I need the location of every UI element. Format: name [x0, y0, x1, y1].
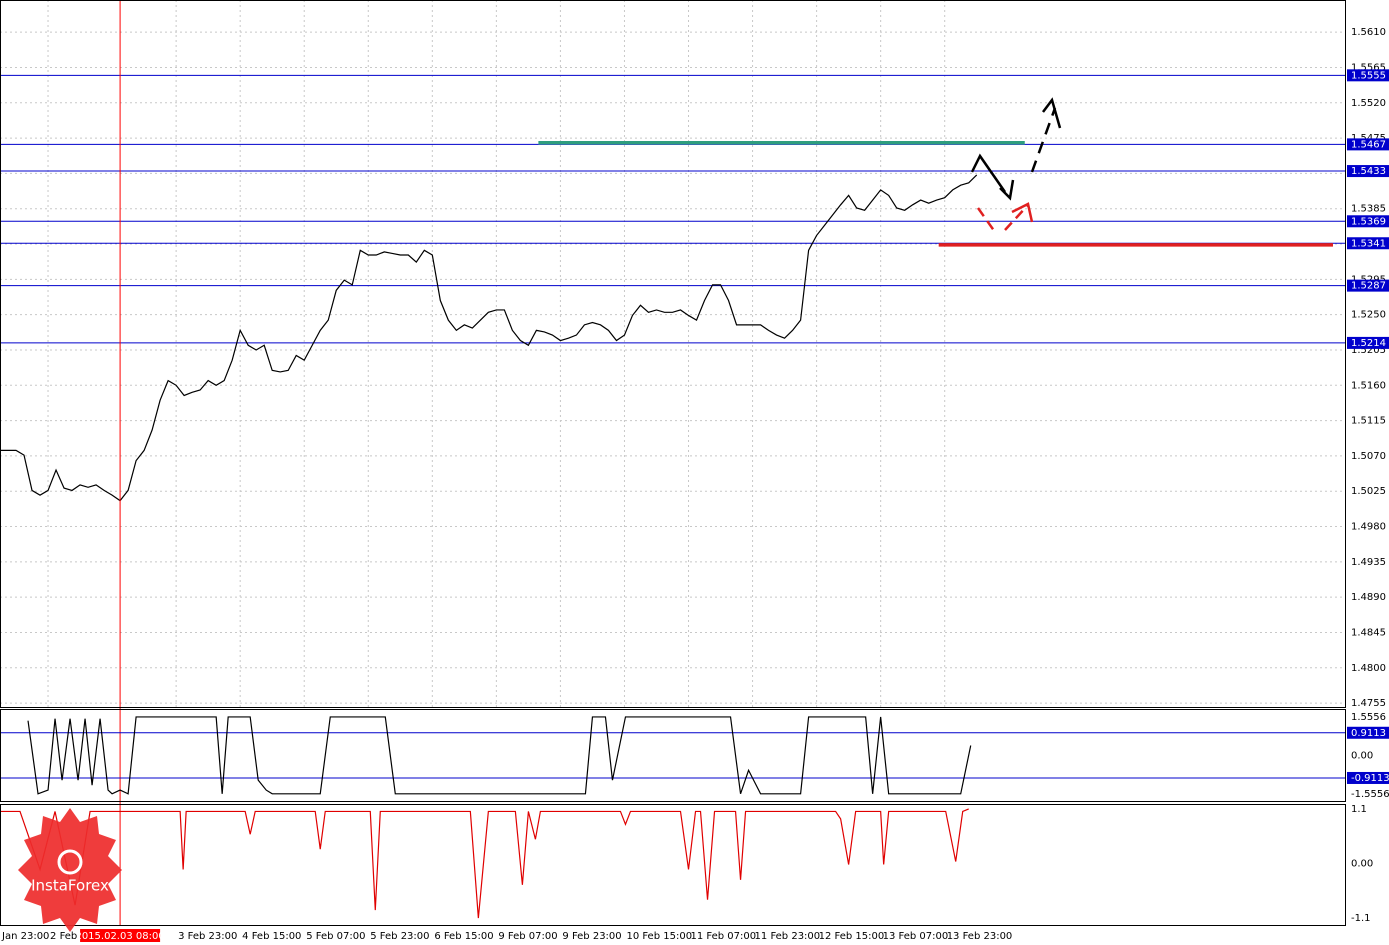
y-tick-label: 1.5610 — [1351, 27, 1386, 38]
x-tick-label: 2 Feb — [50, 931, 77, 942]
y-tick-label: 1.4890 — [1351, 592, 1386, 603]
level-label: -0.9113 — [1351, 773, 1389, 784]
level-label-bg — [1347, 138, 1389, 151]
x-tick-label: 9 Feb 23:00 — [562, 931, 621, 942]
level-label: 1.5433 — [1351, 166, 1386, 177]
x-tick-label: 6 Feb 15:00 — [434, 931, 493, 942]
y-tick-label: 1.5520 — [1351, 98, 1386, 109]
x-tick-label: 13 Feb 23:00 — [947, 931, 1013, 942]
level-label-bg — [1347, 237, 1389, 250]
y-tick-label: 1.5565 — [1351, 62, 1386, 73]
level-label-bg — [1347, 336, 1389, 349]
watermark-badge — [18, 808, 122, 932]
y-tick-label: 1.5160 — [1351, 380, 1386, 391]
y-tick-label: 1.4935 — [1351, 557, 1386, 568]
drawn-arrows — [970, 97, 1062, 233]
price-line — [0, 808, 969, 919]
watermark: InstaForex — [18, 808, 122, 932]
level-label-bg — [1347, 215, 1389, 228]
black-arrowhead — [999, 179, 1015, 201]
y-tick-label: 0.00 — [1351, 750, 1373, 761]
y-tick-label: 1.4800 — [1351, 663, 1386, 674]
x-tick-label: 11 Feb 07:00 — [691, 931, 757, 942]
level-label-bg — [1347, 726, 1389, 739]
x-tick-label: 9 Feb 07:00 — [498, 931, 557, 942]
y-tick-label: 1.4755 — [1351, 698, 1386, 709]
x-tick-label: 3 Feb 23:00 — [178, 931, 237, 942]
y-tick-label: -1.5556 — [1351, 789, 1389, 800]
y-tick-label: 1.5250 — [1351, 310, 1386, 321]
level-label-bg — [1347, 279, 1389, 292]
black-arrowhead — [1042, 97, 1062, 129]
red-arrowhead — [1011, 202, 1034, 223]
price-line — [0, 174, 978, 502]
level-label: 1.5369 — [1351, 216, 1386, 227]
red-dashed-arrow — [976, 207, 997, 233]
y-tick-label: -1.1 — [1351, 913, 1371, 924]
y-tick-label: 1.4980 — [1351, 522, 1386, 533]
price-line — [27, 716, 972, 795]
y-tick-label: 1.5070 — [1351, 451, 1386, 462]
x-tick-label: 13 Feb 07:00 — [883, 931, 949, 942]
y-tick-label: 1.5556 — [1351, 712, 1386, 723]
x-tick-label: 4 Feb 15:00 — [242, 931, 301, 942]
axis-background — [0, 926, 1346, 945]
x-tick-label: 5 Feb 07:00 — [306, 931, 365, 942]
level-label: 1.5467 — [1351, 139, 1386, 150]
y-tick-label: 1.5385 — [1351, 204, 1386, 215]
y-tick-label: 1.5205 — [1351, 345, 1386, 356]
frames — [0, 0, 1346, 926]
indicator-panel-frame — [0, 804, 1346, 926]
main-panel-frame — [0, 0, 1346, 708]
level-label: 1.5555 — [1351, 70, 1386, 81]
watermark-text: InstaForex — [31, 877, 109, 895]
level-label: 1.5287 — [1351, 281, 1386, 292]
y-tick-label: 1.5115 — [1351, 416, 1386, 427]
y-tick-label: 1.5025 — [1351, 486, 1386, 497]
watermark-icon — [57, 849, 83, 875]
black-dashed-arrow — [1030, 107, 1057, 173]
x-tick-label: 11 Feb 23:00 — [755, 931, 821, 942]
axis-background — [1346, 0, 1389, 945]
level-label-bg — [1347, 165, 1389, 178]
crosshair-label-bg — [80, 929, 161, 942]
crosshair-label: 2015.02.03 08:00 — [75, 931, 164, 942]
red-dashed-arrow — [1004, 204, 1029, 231]
y-tick-label: 0.00 — [1351, 859, 1373, 870]
x-tick-label: 5 Feb 23:00 — [370, 931, 429, 942]
y-tick-label: 1.4845 — [1351, 627, 1386, 638]
level-label: 0.9113 — [1351, 728, 1386, 739]
level-label-bg — [1347, 771, 1389, 784]
x-tick-label: 12 Feb 15:00 — [819, 931, 885, 942]
indicator-panel-frame — [0, 709, 1346, 802]
level-label-bg — [1347, 69, 1389, 82]
x-tick-label: Jan 23:00 — [1, 931, 49, 942]
x-tick-label: 10 Feb 15:00 — [626, 931, 692, 942]
level-label: 1.5341 — [1351, 238, 1386, 249]
y-tick-label: 1.1 — [1351, 804, 1367, 815]
level-label: 1.5214 — [1351, 338, 1386, 349]
black-arrow — [970, 153, 1007, 193]
